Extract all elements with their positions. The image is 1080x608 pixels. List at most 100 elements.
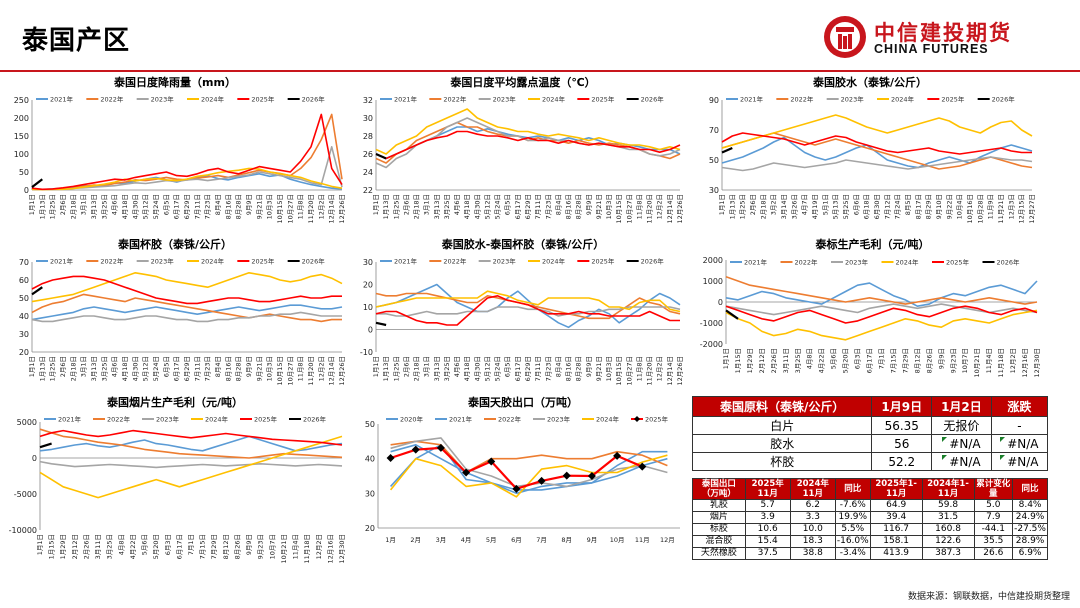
x-tick-label: 9月21日 (595, 194, 603, 219)
x-tick-label: 4月18日 (463, 356, 471, 381)
table-cell: #N/A (931, 434, 992, 453)
x-tick-label: 3月2日 (770, 194, 778, 215)
y-tick-label: 2000 (703, 256, 723, 265)
x-tick-label: 7月11日 (193, 356, 201, 381)
raw-header-cell: 1月9日 (871, 396, 933, 417)
x-tick-label: 7月12日 (883, 194, 891, 219)
y-tick-label: 28 (363, 132, 373, 141)
chart-svg: 泰国烟片生产毛利（元/吨） 2021年 2022年 2023年 2024年 2025年 20… (9, 395, 346, 564)
x-tick-label: 11月4日 (292, 534, 300, 559)
x-tick-label: 9月9日 (245, 534, 253, 555)
x-tick-label: 10月27日 (625, 356, 633, 386)
table-cell-text: #N/A (949, 454, 981, 469)
x-tick-label: 11月21日 (997, 194, 1005, 224)
error-flag-icon (942, 436, 948, 442)
x-tick-label: 9月9日 (937, 348, 945, 369)
x-tick-label: 2月18日 (413, 194, 421, 219)
x-tick-label: 11月9日 (987, 194, 995, 219)
legend-label: 2026年 (641, 95, 665, 104)
x-tick-label: 6月17日 (175, 534, 183, 559)
table-cell: 160.8 (921, 523, 975, 536)
x-tick-label: 12月14日 (328, 194, 336, 224)
x-tick-label: 12月16日 (326, 534, 334, 564)
x-tick-label: 4月6日 (453, 356, 461, 377)
y-tick-label: -5000 (14, 490, 37, 499)
x-tick-label: 8月4日 (214, 356, 222, 377)
x-tick-label: 9月22日 (945, 194, 953, 219)
series-line-2024年 (375, 290, 681, 313)
x-tick-label: 1月29日 (59, 534, 67, 559)
data-point-marker (462, 468, 471, 477)
chart-svg: 泰国日度平均露点温度（℃） 2021年 2022年 2023年 2024年 2025年 20… (363, 75, 684, 224)
x-tick-label: 4月7日 (801, 194, 809, 215)
x-tick-label: 11月20日 (646, 194, 654, 224)
raw-header-cell: 涨跌 (990, 396, 1049, 417)
legend-label: 2026年 (302, 95, 326, 104)
series-line-2025年 (725, 305, 1038, 324)
x-tick-label: 6月5日 (162, 194, 170, 215)
table-cell: 37.5 (744, 547, 791, 560)
y-tick-label: 24 (363, 168, 373, 177)
raw-header-cell: 泰国原料（泰铢/公斤） (691, 396, 873, 417)
chart-title: 泰国杯胶（泰铢/公斤） (117, 237, 232, 251)
y-tick-label: 30 (363, 114, 373, 123)
x-tick-label: 5月24日 (494, 356, 502, 381)
x-tick-label: 10月28日 (976, 194, 984, 224)
legend-label: 2024年 (542, 95, 566, 104)
x-tick-label: 4月 (461, 536, 472, 544)
series-line-2025年 (390, 446, 643, 490)
x-tick-label: 12月3日 (1007, 194, 1015, 219)
chart-svg: 泰国天胶出口（万吨） 2020年 2021年 2022年 2023年 2024年 2025年… (365, 395, 680, 544)
table-cell: 15.4 (744, 535, 791, 548)
x-tick-label: 4月6日 (111, 356, 119, 377)
export-header-cell: 2024年1-11月 (921, 478, 975, 500)
x-tick-label: 7月29日 (901, 348, 909, 373)
x-tick-label: 11月8日 (635, 194, 643, 219)
error-flag-icon (1000, 436, 1006, 442)
x-tick-label: 7月23日 (204, 194, 212, 219)
x-tick-label: 11月18日 (997, 348, 1005, 378)
data-source-note: 数据来源：钢联数据，中信建投期货整理 (908, 592, 1071, 602)
export-header-cell: 2025年11月 (744, 478, 791, 500)
y-tick-label: 0 (32, 454, 37, 463)
x-tick-label: 12月2日 (317, 194, 325, 219)
legend-label: 2020年 (400, 415, 424, 424)
header-divider (0, 70, 1080, 72)
series-line-2023年 (721, 156, 1033, 172)
legend-label: 2025年 (251, 95, 275, 104)
data-point-marker (386, 453, 395, 462)
x-tick-label: 12月14日 (666, 194, 674, 224)
export-header-cell: 2025年1-11月 (869, 478, 923, 500)
series-line-2025年 (375, 295, 680, 326)
x-tick-label: 4月22日 (129, 534, 137, 559)
x-tick-label: 4月6日 (453, 194, 461, 215)
x-tick-label: 3月25日 (100, 356, 108, 381)
x-tick-label: 12月27日 (1028, 194, 1036, 224)
legend-label: 2022年 (790, 95, 814, 104)
x-tick-label: 1月25日 (49, 356, 57, 381)
x-tick-label: 6月5日 (504, 356, 512, 377)
table-cell: 10.6 (744, 523, 791, 536)
x-tick-label: 8月26日 (233, 534, 241, 559)
x-tick-label: 8月16日 (224, 194, 232, 219)
legend-label: 2025年 (941, 95, 965, 104)
legend-label: 2023年 (156, 415, 180, 424)
table-row: 白片 56.35 无报价 - (691, 416, 1049, 435)
table-cell: 3.3 (789, 511, 836, 524)
table-cell: 28.9% (1012, 535, 1048, 548)
legend-label: 2024年 (542, 257, 566, 266)
x-tick-label: 3月1日 (80, 356, 88, 377)
data-point-marker (562, 471, 571, 480)
x-tick-label: 3月11日 (94, 534, 102, 559)
x-tick-label: 2月18日 (69, 356, 77, 381)
x-tick-label: 2月18日 (759, 194, 767, 219)
legend-label: 2023年 (151, 95, 175, 104)
legend-label: 2026年 (641, 257, 665, 266)
chart-title: 泰国胶水-泰国杯胶（泰铢/公斤） (441, 237, 605, 251)
table-cell: 26.6 (973, 547, 1014, 560)
x-tick-label: 1月15日 (48, 534, 56, 559)
table-row: 胶水 56 #N/A #N/A (691, 434, 1049, 453)
legend-label: 2025年 (251, 257, 275, 266)
x-tick-label: 6月17日 (173, 194, 181, 219)
x-tick-label: 3月13日 (433, 356, 441, 381)
